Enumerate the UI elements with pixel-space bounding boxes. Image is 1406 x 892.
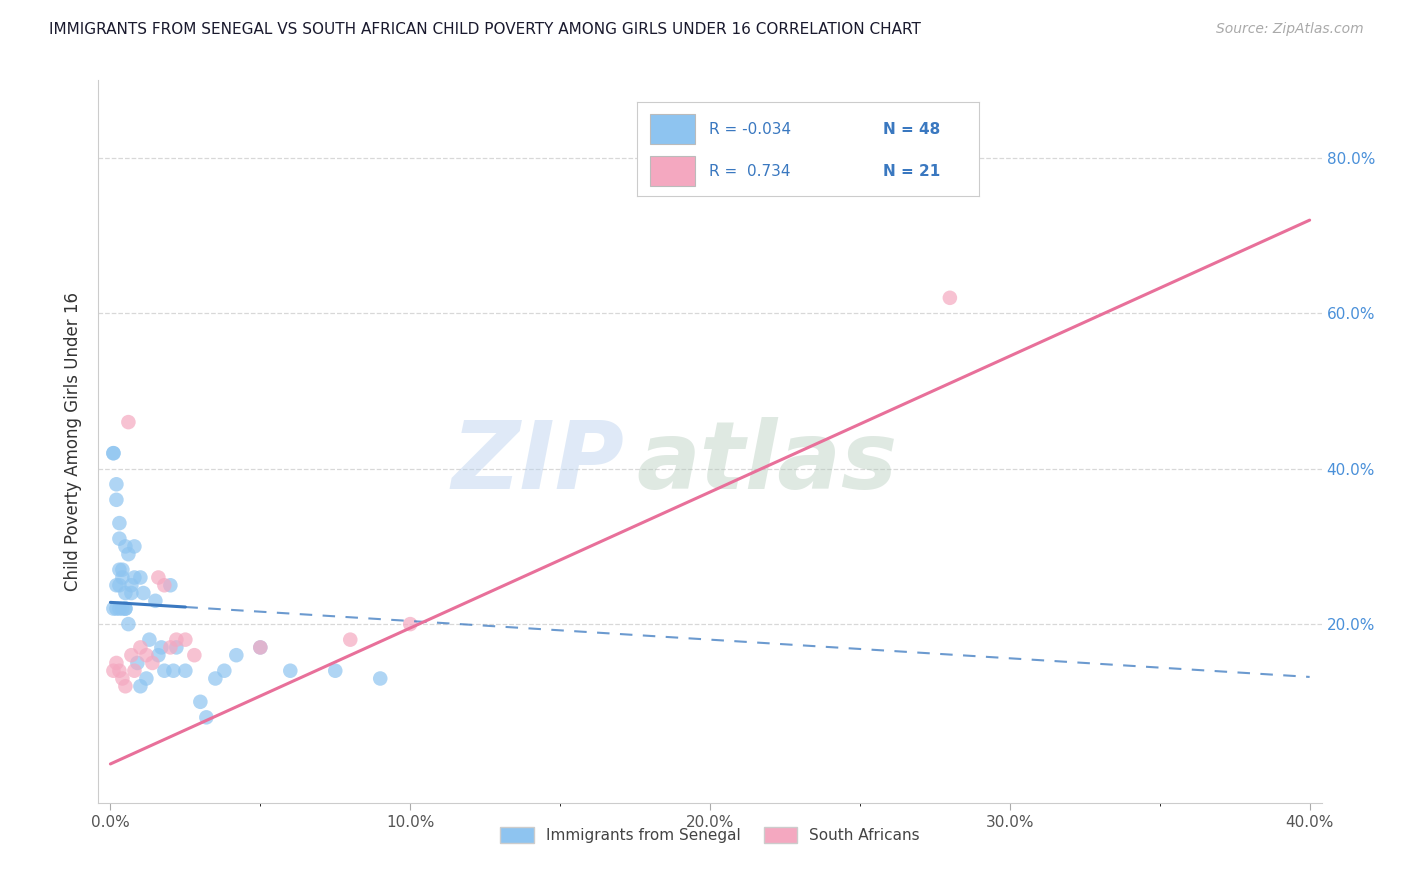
Point xyxy=(249,640,271,655)
Text: atlas: atlas xyxy=(637,417,898,509)
Point xyxy=(323,664,346,678)
Point xyxy=(174,632,197,647)
Point xyxy=(188,695,211,709)
Point xyxy=(339,632,361,647)
Point xyxy=(108,516,131,530)
Point xyxy=(105,656,128,670)
Point xyxy=(939,291,962,305)
Point xyxy=(108,578,131,592)
Point xyxy=(105,578,128,592)
Point xyxy=(120,648,142,663)
Point xyxy=(120,578,142,592)
Point xyxy=(103,601,125,615)
Point xyxy=(249,640,271,655)
Text: IMMIGRANTS FROM SENEGAL VS SOUTH AFRICAN CHILD POVERTY AMONG GIRLS UNDER 16 CORR: IMMIGRANTS FROM SENEGAL VS SOUTH AFRICAN… xyxy=(49,22,921,37)
Point xyxy=(103,446,125,460)
Point xyxy=(214,664,236,678)
Point xyxy=(165,640,187,655)
Point xyxy=(108,563,131,577)
Point xyxy=(129,570,152,584)
Point xyxy=(124,570,146,584)
Point xyxy=(132,586,155,600)
Text: ZIP: ZIP xyxy=(451,417,624,509)
Point xyxy=(145,594,167,608)
Text: Source: ZipAtlas.com: Source: ZipAtlas.com xyxy=(1216,22,1364,37)
Point xyxy=(124,540,146,554)
Point xyxy=(117,415,139,429)
Point xyxy=(138,632,160,647)
Point xyxy=(195,710,218,724)
Point xyxy=(105,477,128,491)
Point xyxy=(162,664,184,678)
Point xyxy=(165,632,187,647)
Point xyxy=(114,586,136,600)
Point xyxy=(278,664,301,678)
Point xyxy=(127,656,149,670)
Point xyxy=(183,648,205,663)
Point xyxy=(114,540,136,554)
Point xyxy=(368,672,391,686)
Point xyxy=(111,570,134,584)
Point xyxy=(148,648,170,663)
Point xyxy=(141,656,163,670)
Point xyxy=(117,617,139,632)
Point xyxy=(399,617,422,632)
Legend: Immigrants from Senegal, South Africans: Immigrants from Senegal, South Africans xyxy=(494,822,927,849)
Point xyxy=(103,664,125,678)
Point xyxy=(108,601,131,615)
Point xyxy=(153,578,176,592)
Point xyxy=(108,664,131,678)
Point xyxy=(124,664,146,678)
Point xyxy=(120,586,142,600)
Point xyxy=(135,648,157,663)
Point xyxy=(111,601,134,615)
Point xyxy=(153,664,176,678)
Point xyxy=(159,640,181,655)
Point xyxy=(225,648,247,663)
Point xyxy=(204,672,226,686)
Point xyxy=(148,570,170,584)
Point xyxy=(103,446,125,460)
Point xyxy=(117,547,139,561)
Point xyxy=(114,679,136,693)
Point xyxy=(135,672,157,686)
Point xyxy=(150,640,173,655)
Point xyxy=(174,664,197,678)
Point xyxy=(159,578,181,592)
Point xyxy=(108,532,131,546)
Point xyxy=(105,492,128,507)
Point xyxy=(111,563,134,577)
Point xyxy=(114,601,136,615)
Point xyxy=(114,601,136,615)
Y-axis label: Child Poverty Among Girls Under 16: Child Poverty Among Girls Under 16 xyxy=(63,292,82,591)
Point xyxy=(105,601,128,615)
Point xyxy=(111,672,134,686)
Point xyxy=(129,640,152,655)
Point xyxy=(129,679,152,693)
